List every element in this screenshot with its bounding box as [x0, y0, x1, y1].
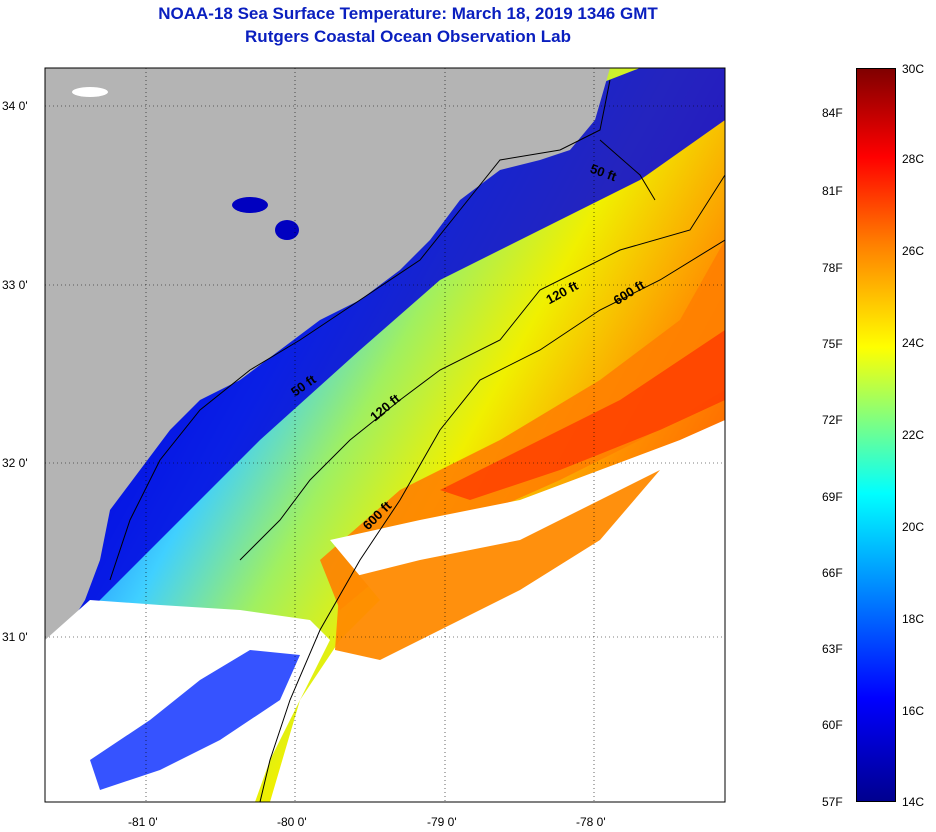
lat-label: 33 0'	[2, 278, 28, 292]
colorbar-fahrenheit-label: 78F	[822, 261, 843, 275]
colorbar-fahrenheit-label: 75F	[822, 337, 843, 351]
colorbar-fahrenheit-label: 66F	[822, 566, 843, 580]
colorbar-celsius-label: 18C	[902, 612, 925, 626]
lon-label: -81 0'	[128, 815, 158, 829]
contour-50ft	[109, 79, 611, 581]
cold-coastal-water	[45, 68, 725, 640]
colorbar-celsius-label: 14C	[902, 795, 925, 809]
colorbar-celsius-label: 20C	[902, 520, 925, 534]
lon-label: -78 0'	[576, 815, 606, 829]
colorbar-celsius-label: 28C	[902, 152, 925, 166]
contour-600ft	[259, 239, 725, 802]
gulf-stream-warm-band	[320, 240, 725, 610]
contour-120ft	[239, 174, 725, 561]
colorbar-fahrenheit-label: 69F	[822, 490, 843, 504]
colorbar-fahrenheit-label: 84F	[822, 106, 843, 120]
lon-label: -80 0'	[277, 815, 307, 829]
inland-lake	[232, 197, 268, 213]
lat-label: 31 0'	[2, 630, 28, 644]
temperature-colorbar	[856, 68, 896, 802]
colorbar-celsius-label: 30C	[902, 62, 925, 76]
lat-label: 34 0'	[2, 99, 28, 113]
colorbar-celsius-label: 16C	[902, 704, 925, 718]
map-subtitle: Rutgers Coastal Ocean Observation Lab	[245, 27, 571, 46]
lon-label: -79 0'	[427, 815, 457, 829]
colorbar-fahrenheit-label: 81F	[822, 184, 843, 198]
land-mass	[45, 68, 610, 650]
contour-50ft-ne	[599, 139, 656, 201]
colorbar-fahrenheit-label: 60F	[822, 718, 843, 732]
colorbar-fahrenheit-label: 72F	[822, 413, 843, 427]
colorbar-celsius-label: 26C	[902, 244, 925, 258]
colorbar-fahrenheit-label: 63F	[822, 642, 843, 656]
colorbar-celsius-label: 22C	[902, 428, 925, 442]
colorbar-fahrenheit-label: 57F	[822, 795, 843, 809]
lat-label: 32 0'	[2, 456, 28, 470]
map-frame	[44, 67, 726, 803]
cold-patch-south	[90, 650, 300, 790]
colorbar-celsius-label: 24C	[902, 336, 925, 350]
map-title: NOAA-18 Sea Surface Temperature: March 1…	[158, 4, 658, 23]
inland-lake	[72, 87, 108, 97]
inland-lake	[275, 220, 299, 240]
warm-patch	[335, 470, 660, 660]
gulf-stream-core	[440, 330, 725, 500]
